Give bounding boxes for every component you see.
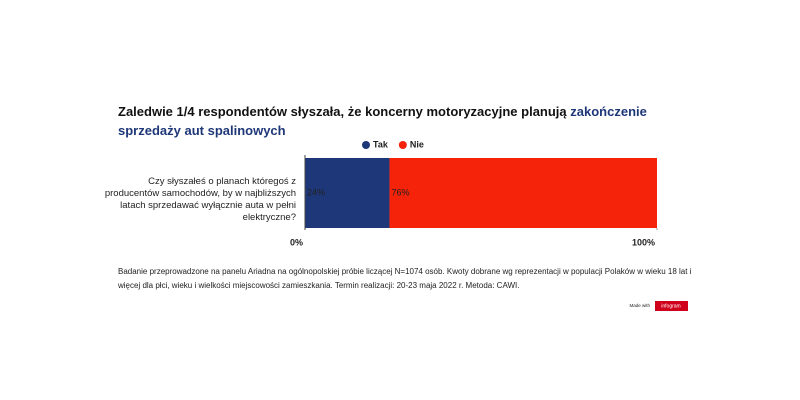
legend-swatch xyxy=(398,141,407,149)
category-label: Czy słyszałeś o planach któregoś z produ… xyxy=(104,176,296,223)
legend-label: Nie xyxy=(410,139,424,149)
branding-prefix: Made with xyxy=(629,303,650,308)
value-label: 76% xyxy=(391,187,409,197)
branding-name: infogram xyxy=(661,303,680,309)
footnote: Badanie przeprowadzone na panelu Ariadna… xyxy=(118,267,692,290)
x-tick-label: 0% xyxy=(290,237,303,247)
bar-segment xyxy=(389,158,657,228)
legend-swatch xyxy=(362,141,370,149)
branding-badge xyxy=(655,301,688,311)
legend-label: Tak xyxy=(373,139,389,149)
x-tick-label: 100% xyxy=(632,237,655,247)
value-label: 24% xyxy=(307,187,325,197)
title-highlight: zakończenie sprzedaży aut spalinowych xyxy=(118,104,647,138)
title-text: Zaledwie 1/4 respondentów słyszała, że k… xyxy=(118,104,567,119)
bar-segment xyxy=(305,158,390,228)
chart-title: Zaledwie 1/4 respondentów słyszała, że k… xyxy=(118,102,698,140)
